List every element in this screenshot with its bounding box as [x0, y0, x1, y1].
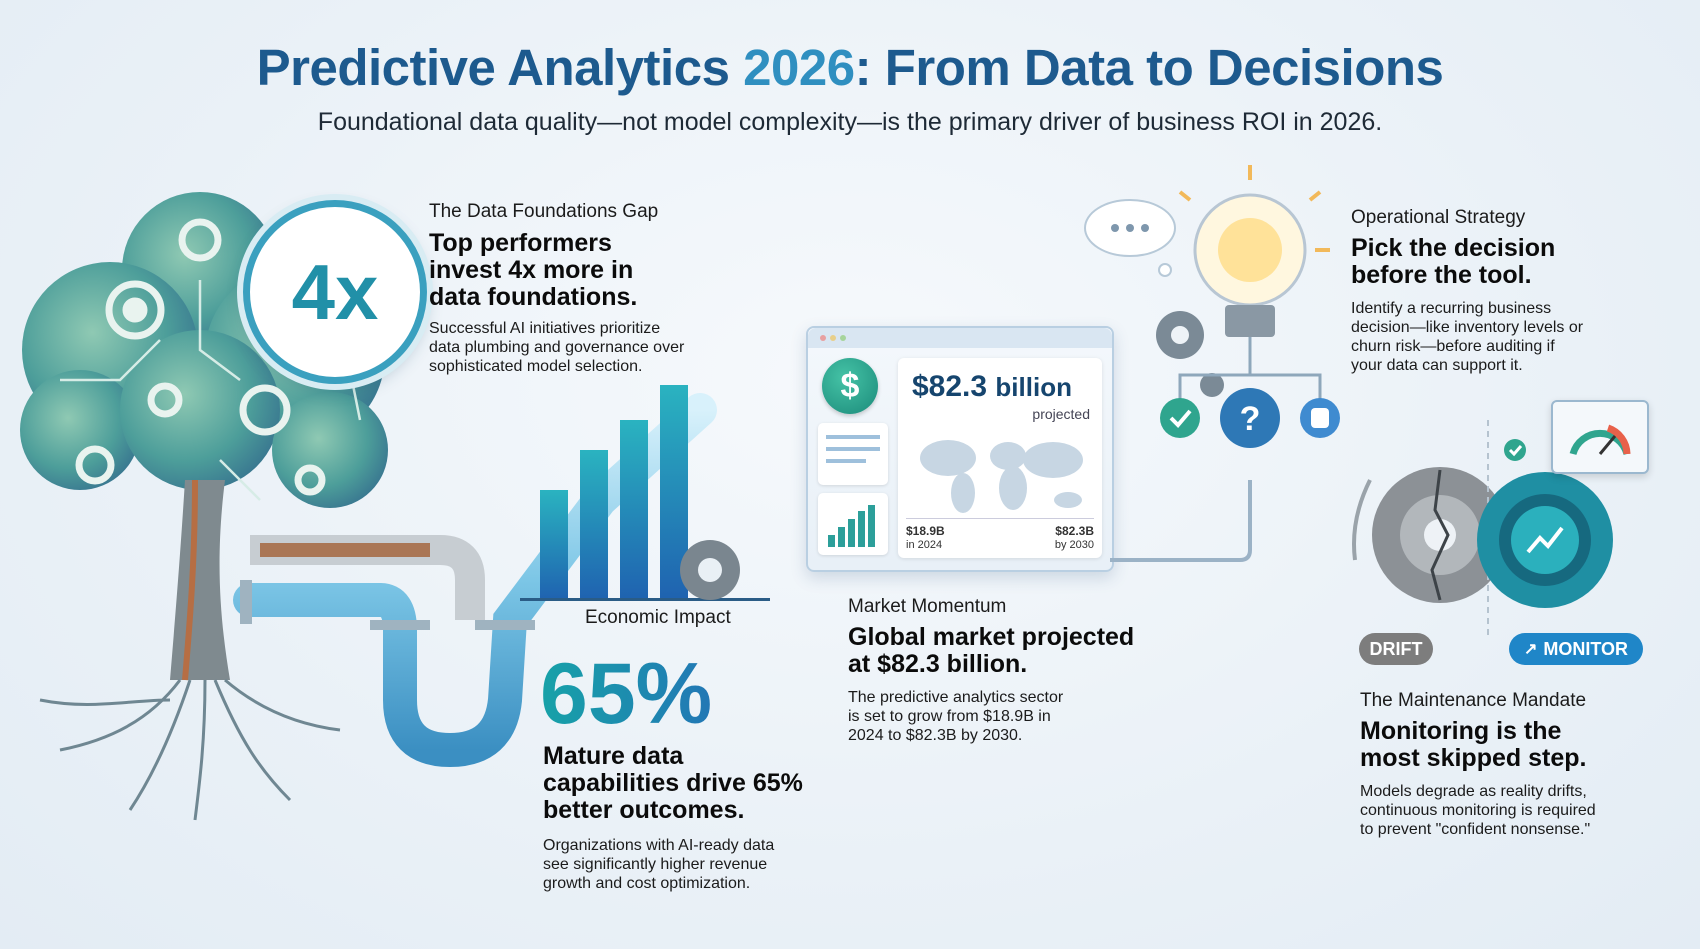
economic-block: Mature data capabilities drive 65% bette… [543, 743, 833, 893]
maintenance-eyebrow: The Maintenance Mandate [1360, 690, 1587, 711]
monitor-badge: ↗ MONITOR [1509, 633, 1643, 665]
decision-illustration: ? [1084, 165, 1340, 448]
end-value: $82.3B by 2030 [1054, 524, 1094, 552]
stat-4x-badge: 4x [243, 200, 427, 384]
trend-up-icon: ↗ [1523, 641, 1538, 658]
stat-65-percent: 65% [540, 646, 713, 742]
database-icon [1300, 398, 1340, 438]
window-titlebar [808, 328, 1112, 348]
start-value: $18.9B in 2024 [906, 524, 945, 552]
lightbulb-icon [1178, 165, 1330, 337]
dollar-icon: $ [822, 358, 878, 414]
market-eyebrow: Market Momentum [848, 596, 1007, 617]
foundations-body: Successful AI initiatives prioritize dat… [429, 320, 685, 375]
market-headline: Global market projected at $82.3 billion… [848, 623, 1135, 678]
maintenance-body: Models degrade as reality drifts, contin… [1360, 783, 1596, 838]
strategy-eyebrow: Operational Strategy [1351, 207, 1526, 228]
maintenance-block: The Maintenance Mandate Monitoring is th… [1360, 690, 1680, 839]
rusty-pipe [250, 535, 485, 620]
market-dashboard: $ $82.3 billion projected $18.9B in 2024 … [806, 326, 1114, 572]
svg-text:?: ? [1240, 400, 1261, 438]
monitor-gear-icon [1477, 472, 1613, 608]
tree-trunk [170, 480, 230, 680]
market-block: Market Momentum Global market projected … [848, 596, 1168, 745]
gauge-icon [1551, 400, 1649, 474]
market-body: The predictive analytics sector is set t… [848, 689, 1064, 744]
gear-icon [680, 540, 740, 600]
window-dot [830, 335, 836, 341]
economic-eyebrow: Economic Impact [585, 607, 731, 628]
mini-bar-chart-icon [818, 493, 888, 555]
economic-body: Organizations with AI-ready data see sig… [543, 837, 775, 892]
window-dot [840, 335, 846, 341]
tree-roots [39, 678, 341, 821]
foundations-block: The Data Foundations Gap Top performers … [429, 201, 759, 376]
thought-cloud-icon [1084, 199, 1176, 277]
economic-headline: Mature data capabilities drive 65% bette… [543, 742, 803, 824]
question-gear-icon: ? [1220, 388, 1280, 448]
check-icon [1504, 439, 1526, 461]
strategy-block: Operational Strategy Pick the decision b… [1351, 207, 1651, 375]
maintenance-headline: Monitoring is the most skipped step. [1360, 717, 1587, 772]
page-title: Predictive Analytics 2026: From Data to … [256, 39, 1444, 96]
gear-icon [1156, 311, 1224, 397]
projection-card: $82.3 billion projected $18.9B in 2024 $8… [898, 358, 1102, 558]
growth-bar-chart [520, 385, 770, 601]
cracked-gear-icon [1372, 467, 1508, 603]
drift-monitor-illustration [1352, 420, 1613, 635]
strategy-headline: Pick the decision before the tool. [1351, 234, 1556, 289]
drift-arrow [1352, 479, 1372, 561]
projection-amount: $82.3 billion [912, 370, 1072, 403]
foundations-eyebrow: The Data Foundations Gap [429, 201, 659, 222]
gear-icon [75, 218, 326, 496]
world-map-icon [920, 440, 1083, 513]
projection-label: projected [1032, 406, 1090, 422]
window-dot [820, 335, 826, 341]
foundations-headline: Top performers invest 4x more in data fo… [429, 229, 638, 311]
text-lines-card [818, 423, 888, 485]
drift-badge: DRIFT [1359, 633, 1433, 665]
check-icon [1160, 398, 1200, 438]
data-pipe [233, 393, 717, 768]
strategy-body: Identify a recurring business decision—l… [1351, 300, 1584, 374]
page-subtitle: Foundational data quality—not model comp… [317, 108, 1383, 136]
tree-pipe-illustration [20, 192, 770, 821]
connector-line [1110, 480, 1252, 562]
